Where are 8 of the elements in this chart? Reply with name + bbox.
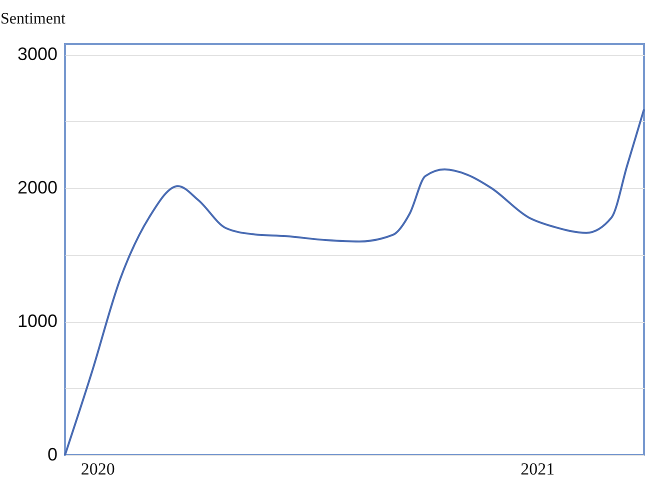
x-tick-label: 2021 bbox=[520, 460, 555, 478]
x-tick-label: 2020 bbox=[80, 460, 115, 478]
y-tick-label: 0 bbox=[47, 444, 58, 464]
y-axis-title: Sentiment bbox=[0, 10, 66, 28]
y-tick-label: 2000 bbox=[17, 178, 58, 198]
line-series bbox=[64, 108, 645, 456]
y-tick-label: 1000 bbox=[17, 311, 58, 332]
y-tick-label: 3000 bbox=[17, 44, 58, 64]
